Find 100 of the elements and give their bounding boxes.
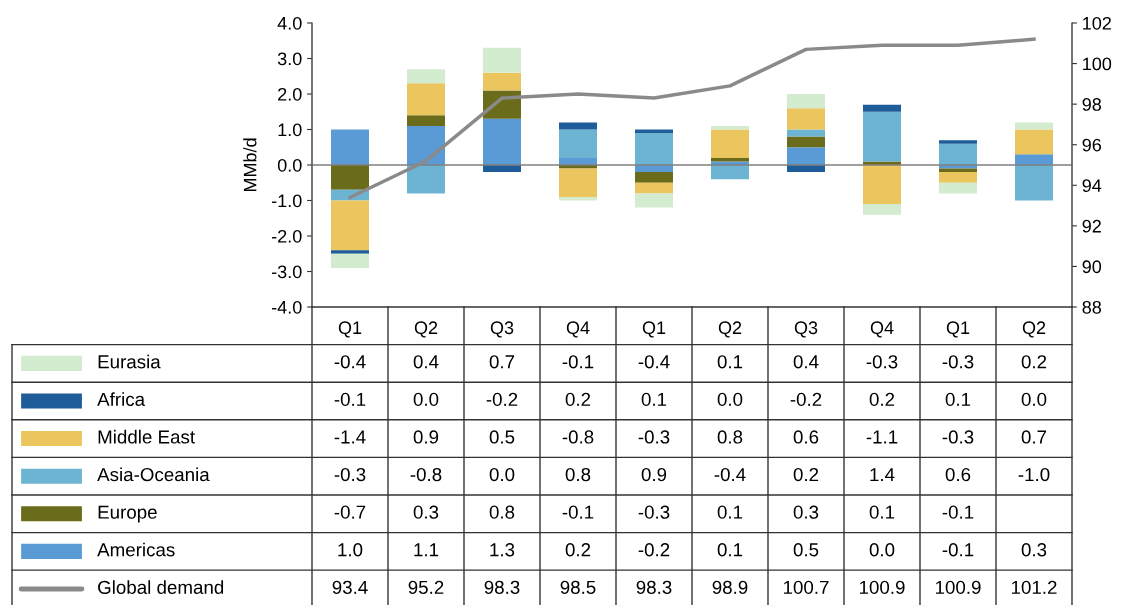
x-tick-label: Q1	[338, 321, 362, 338]
bar	[863, 204, 901, 215]
bar	[483, 47, 521, 73]
y-tick-label: -3.0	[271, 265, 302, 279]
data-label: -0.3	[866, 355, 898, 369]
data-label: -0.8	[562, 430, 594, 444]
data-label: 95.2	[408, 580, 444, 594]
data-label: 0.1	[869, 505, 895, 519]
bar	[407, 125, 445, 165]
bar	[331, 165, 369, 190]
data-label: -0.8	[410, 467, 442, 482]
x-tick-label: Q3	[794, 321, 818, 338]
bar	[331, 200, 369, 251]
data-label: 0.4	[793, 355, 819, 369]
data-label: -0.1	[942, 543, 974, 557]
data-label: 0.8	[717, 430, 743, 444]
bar	[787, 108, 825, 130]
data-label: 1.1	[414, 543, 439, 557]
bar	[711, 129, 749, 158]
x-tick-label: Q2	[718, 321, 742, 338]
data-label: 0.0	[489, 467, 515, 482]
data-label: 93.4	[332, 580, 368, 594]
bar	[863, 111, 901, 162]
data-label: -1.4	[334, 430, 366, 444]
data-label: -0.4	[638, 355, 670, 369]
y-tick-label: 4.0	[277, 16, 302, 30]
y2-tick-label: 98	[1082, 98, 1102, 111]
bar	[939, 172, 977, 183]
x-tick-label: Q1	[946, 321, 970, 338]
bar	[863, 104, 901, 112]
y-tick-label: -4.0	[271, 300, 302, 314]
data-label: -0.3	[638, 430, 670, 444]
data-label: 0.1	[717, 543, 743, 557]
data-label: 0.0	[869, 543, 895, 557]
data-label: 0.2	[793, 467, 819, 482]
x-tick-label: Q1	[642, 321, 666, 338]
data-label: 0.1	[945, 392, 971, 407]
y-tick-label: -1.0	[271, 194, 302, 208]
data-label: -0.3	[334, 467, 366, 482]
bar	[559, 122, 597, 130]
data-label: 0.6	[945, 467, 971, 482]
data-label: 0.3	[793, 505, 819, 519]
data-label: 0.8	[565, 467, 591, 482]
data-label: 98.9	[712, 580, 748, 594]
data-label: 1.0	[338, 543, 363, 557]
data-label: 0.9	[413, 430, 439, 444]
y2-tick-label: 100	[1083, 57, 1112, 71]
y-tick-label: -2.0	[271, 229, 302, 243]
data-label: -0.2	[638, 543, 670, 557]
data-label: 0.2	[565, 543, 591, 557]
data-label: -0.1	[942, 505, 974, 519]
bar	[483, 118, 521, 165]
bar	[635, 182, 673, 194]
bar	[407, 115, 445, 126]
legend-label: Europe	[98, 505, 157, 523]
bar	[331, 253, 369, 268]
bar	[787, 94, 825, 109]
y-tick-label: 2.0	[278, 87, 302, 101]
data-label: -0.3	[638, 505, 670, 519]
data-label: 0.6	[793, 430, 819, 444]
legend-label: Asia-Oceania	[97, 467, 210, 482]
y2-tick-label: 88	[1082, 300, 1102, 314]
bar	[939, 140, 977, 144]
bar	[1015, 165, 1053, 201]
y-tick-label: 1.0	[278, 123, 302, 137]
y2-tick-label: 90	[1082, 260, 1102, 274]
data-label: -0.1	[334, 392, 366, 407]
data-label: 0.5	[793, 543, 819, 557]
bar	[559, 196, 597, 201]
bar	[787, 147, 825, 165]
bar	[1015, 129, 1053, 155]
data-label: -1.1	[866, 430, 898, 444]
data-label: -0.4	[714, 467, 746, 482]
y2-tick-label: 96	[1082, 138, 1102, 152]
bar	[331, 129, 369, 165]
data-label: 0.7	[489, 355, 515, 369]
x-tick-label: Q4	[566, 321, 590, 338]
bar	[863, 165, 901, 205]
bar	[483, 72, 521, 91]
x-tick-label: Q4	[870, 321, 894, 338]
bar	[635, 193, 673, 208]
bar	[787, 136, 825, 148]
bar	[407, 69, 445, 84]
data-label: 0.3	[1021, 543, 1047, 557]
data-label: 101.2	[1011, 580, 1057, 594]
data-label: -0.1	[562, 355, 594, 369]
bar	[407, 165, 445, 194]
data-label: 0.2	[869, 392, 895, 407]
data-label: 0.1	[717, 355, 743, 369]
data-label: 0.4	[413, 355, 439, 369]
x-tick-label: Q2	[1022, 321, 1046, 338]
data-label: 0.3	[413, 505, 439, 519]
y2-tick-label: 94	[1082, 179, 1102, 193]
data-label: -0.2	[790, 392, 822, 407]
data-label: -0.4	[334, 355, 366, 369]
data-label: -0.3	[942, 355, 974, 369]
legend-label: Americas	[97, 542, 175, 557]
y-tick-label: 3.0	[277, 52, 302, 66]
bar	[711, 165, 749, 180]
bar	[635, 172, 673, 183]
